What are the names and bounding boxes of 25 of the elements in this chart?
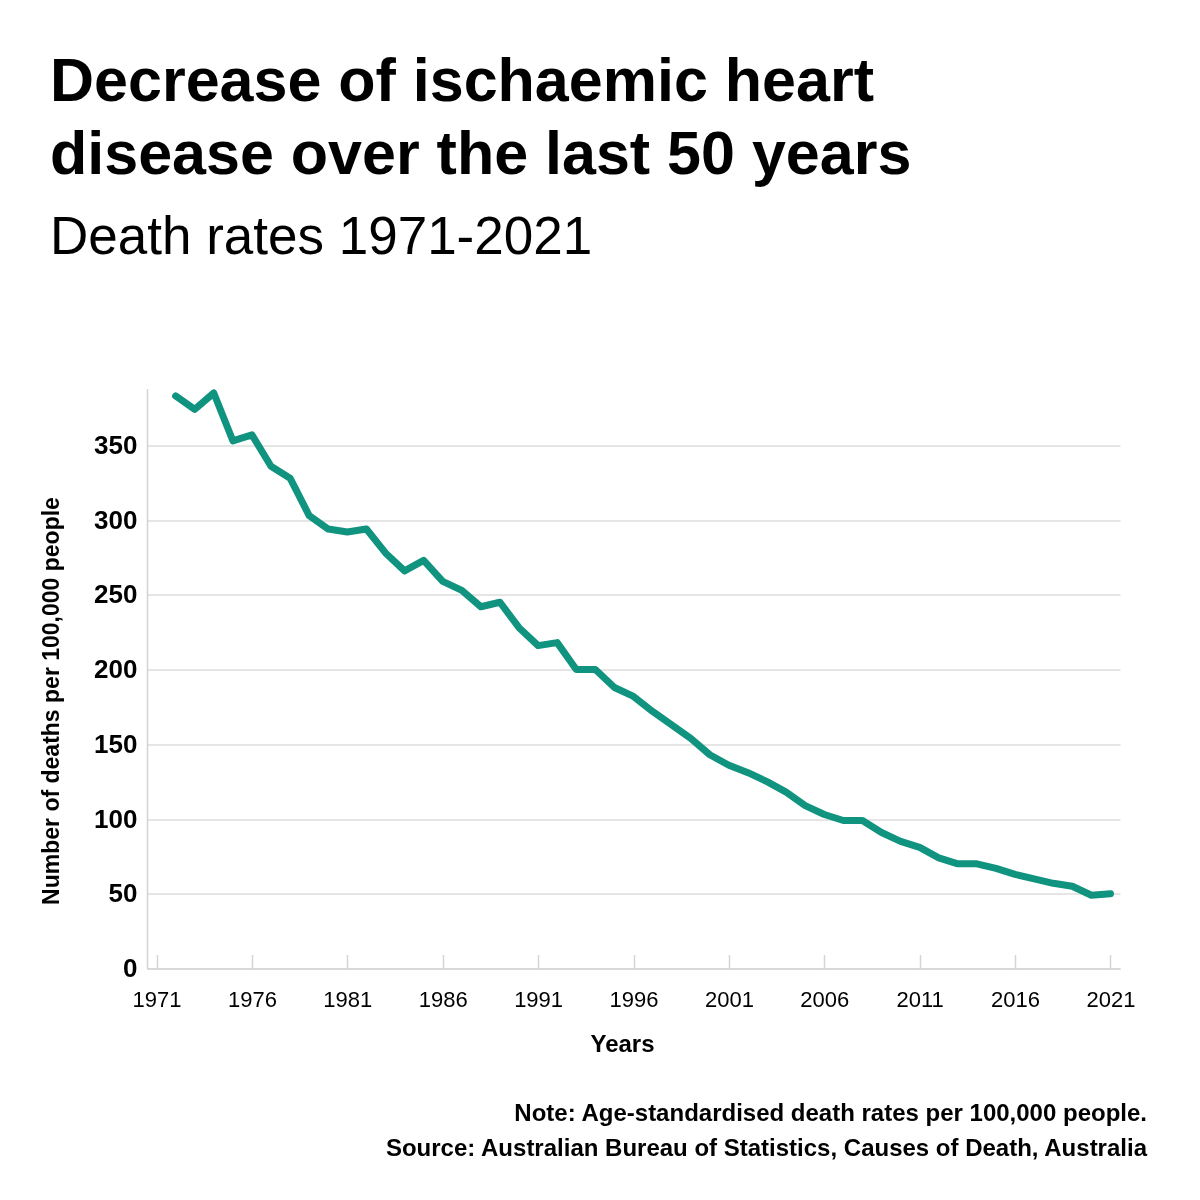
y-tick-label: 100 <box>94 803 138 834</box>
x-tick-label: 2021 <box>1086 987 1136 1012</box>
x-tick-label: 2011 <box>896 987 944 1012</box>
y-tick-label: 350 <box>94 429 138 460</box>
y-tick-label: 0 <box>123 953 138 983</box>
y-tick-label: 300 <box>94 504 138 535</box>
x-tick-label: 1981 <box>323 987 373 1012</box>
x-tick-label: 2006 <box>800 987 850 1012</box>
x-tick-label: 1971 <box>132 987 182 1012</box>
source-note: Source: Australian Bureau of Statistics, Causes of Death, Australia <box>385 1133 1147 1163</box>
y-tick-label: 200 <box>94 654 138 685</box>
y-tick-label: 150 <box>94 728 138 759</box>
chart-subtitle: Death rates 1971-2021 <box>50 206 594 266</box>
x-axis-title: Years <box>590 1030 655 1057</box>
y-tick-label: 250 <box>94 579 138 610</box>
x-tick-label: 1991 <box>514 987 564 1012</box>
x-tick-label: 2016 <box>991 987 1041 1012</box>
chart-title: Decrease of ischaemic heart disease over the last 50 years <box>50 45 913 189</box>
y-axis-title: Number of deaths per 100,000 people <box>38 497 65 905</box>
x-tick-label: 1986 <box>418 987 468 1012</box>
text: Note: Age-standardised death rates per 100,000 people. <box>513 1098 1147 1128</box>
y-tick-label: 50 <box>108 878 138 909</box>
x-tick-label: 1976 <box>227 987 277 1012</box>
x-tick-label: 2001 <box>704 987 754 1012</box>
x-tick-label: 1996 <box>609 987 659 1012</box>
